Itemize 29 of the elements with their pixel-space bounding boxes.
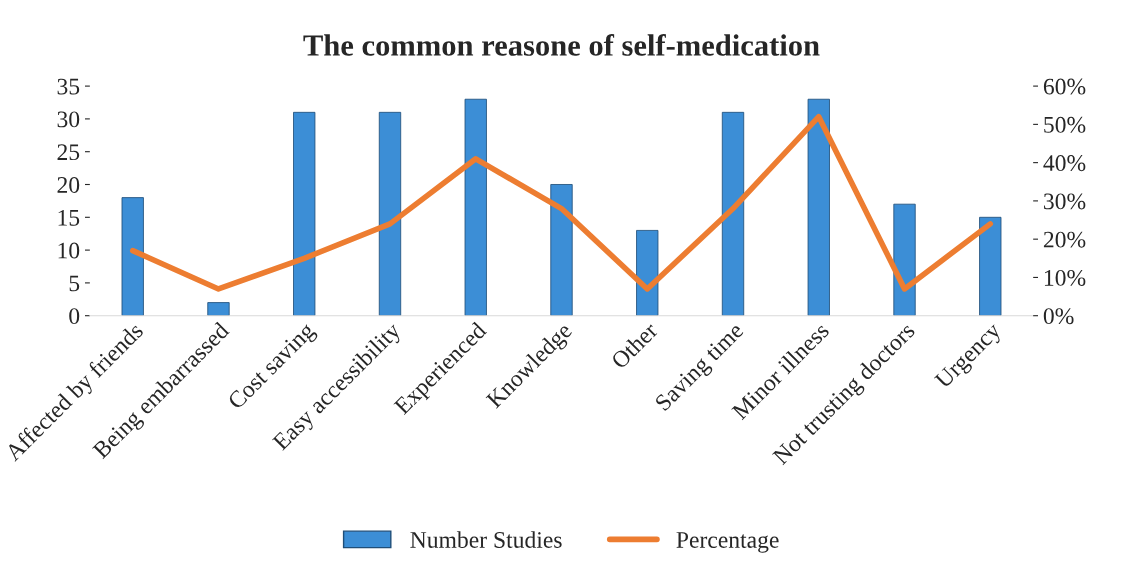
y-tick-label: 20	[57, 176, 80, 193]
y2-tick-label: 0%	[1043, 308, 1074, 325]
y-tick-label: 15	[58, 209, 80, 226]
bar	[121, 197, 144, 316]
bar	[293, 111, 316, 316]
y2-tick-label: 30%	[1044, 193, 1086, 210]
legend-label: Percentage	[676, 532, 779, 553]
y-tick-label: 30	[57, 111, 80, 128]
bar	[636, 230, 659, 316]
legend-label: Number Studies	[410, 531, 562, 548]
y2-tick-label: 20%	[1043, 231, 1086, 248]
bar	[550, 184, 573, 316]
y2-tick-label: 10%	[1044, 269, 1086, 286]
y-tick-label: 35	[57, 78, 80, 95]
bar	[979, 216, 1002, 316]
bar	[464, 98, 487, 316]
y2-tick-label: 50%	[1044, 116, 1086, 133]
bar	[721, 111, 745, 316]
y-tick-label: 0	[69, 308, 80, 325]
chart-title: The common reasone of self-medication	[303, 34, 820, 56]
y2-tick-label: 40%	[1043, 155, 1086, 172]
bar	[378, 111, 402, 316]
y-tick-label: 5	[69, 275, 80, 292]
bar	[893, 203, 916, 316]
y-tick-label: 10	[58, 242, 80, 259]
y2-tick-label: 60%	[1043, 78, 1086, 95]
bar	[207, 302, 230, 316]
y-tick-label: 25	[57, 144, 80, 161]
bar	[807, 98, 830, 316]
